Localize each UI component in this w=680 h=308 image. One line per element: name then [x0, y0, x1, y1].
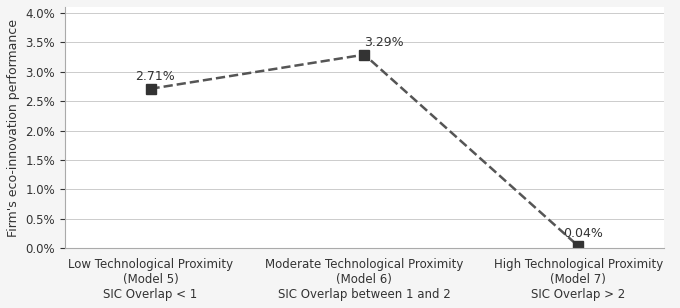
Y-axis label: Firm's eco-innovation performance: Firm's eco-innovation performance	[7, 19, 20, 237]
Text: 2.71%: 2.71%	[135, 70, 175, 83]
Text: 3.29%: 3.29%	[364, 36, 404, 49]
Text: 0.04%: 0.04%	[563, 227, 603, 240]
